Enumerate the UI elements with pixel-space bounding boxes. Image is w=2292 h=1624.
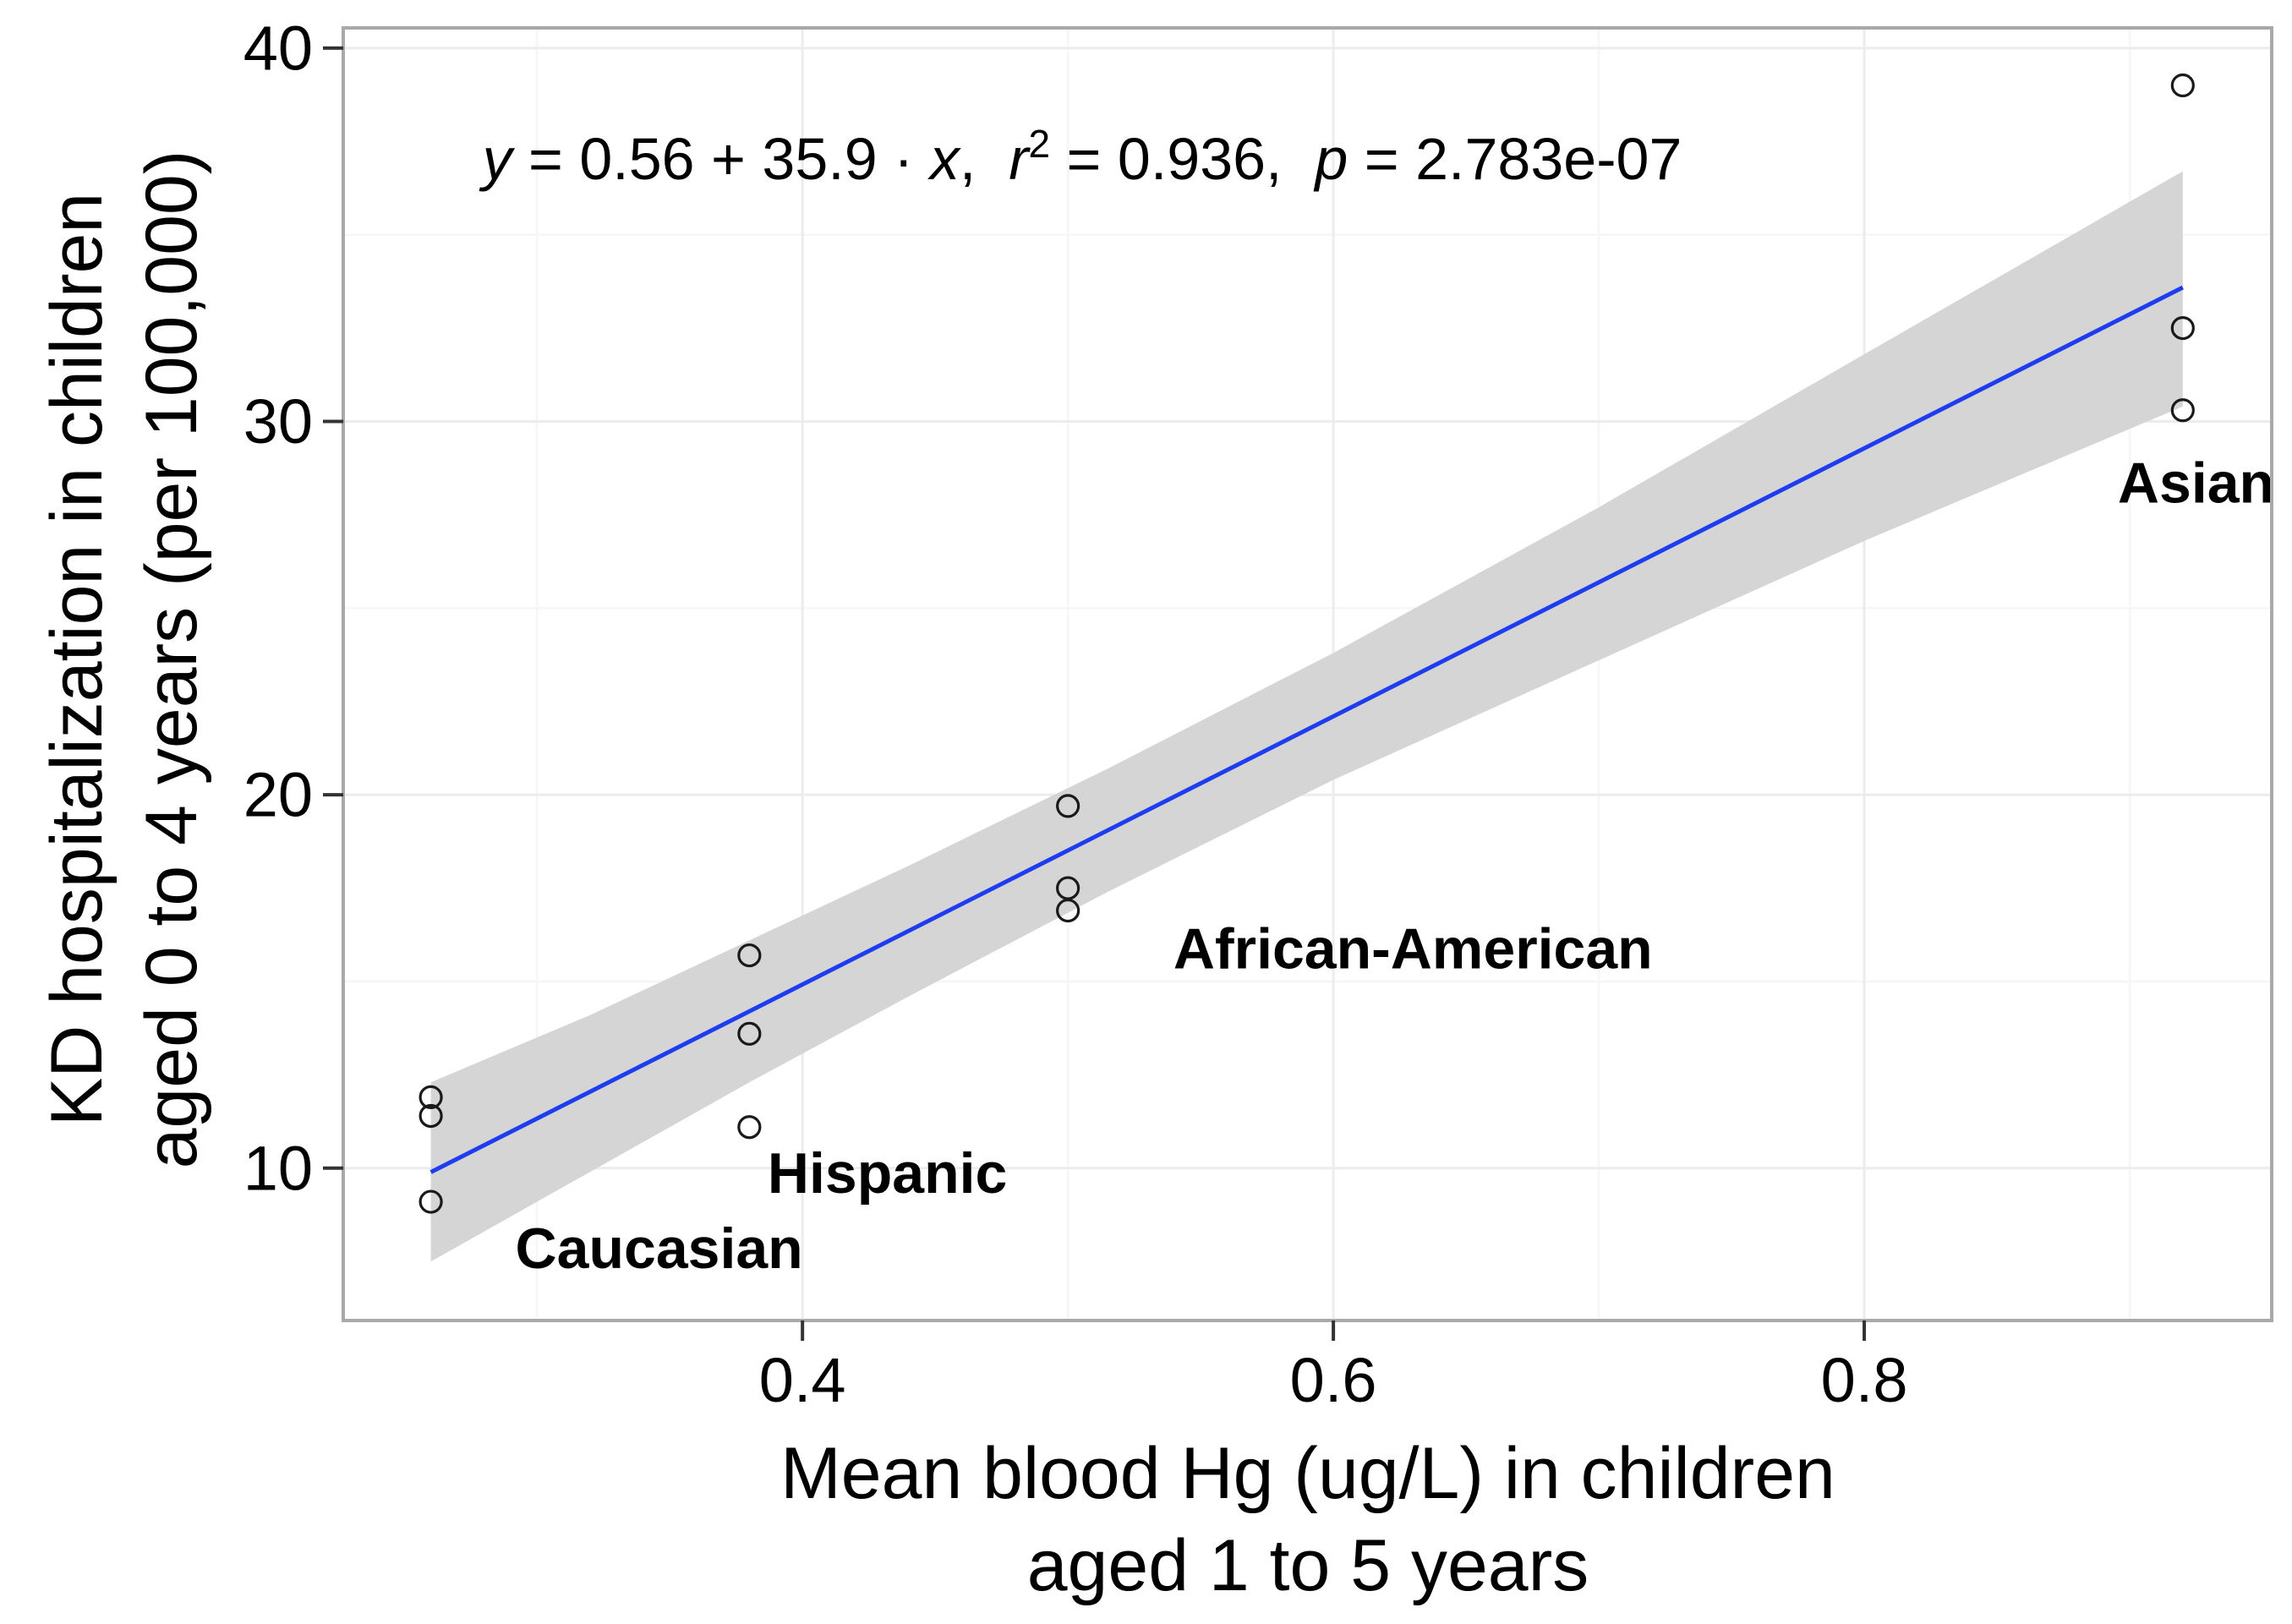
x-axis: 0.4 0.6 0.8 Mean blood Hg (ug/L) in childr… <box>759 1321 1908 1606</box>
data-point <box>737 1021 762 1046</box>
equation-r-superscript: 2 <box>1029 122 1051 166</box>
data-point <box>418 1189 443 1214</box>
data-point <box>1056 898 1080 923</box>
data-point <box>418 1085 443 1109</box>
group-label-african-american: African-American <box>1173 917 1653 982</box>
plot-border <box>342 26 2273 1322</box>
data-point <box>2170 315 2195 341</box>
data-point <box>418 1103 443 1129</box>
equation-seg4: = 2.783e-07 <box>1348 126 1682 192</box>
x-tick-label: 0.6 <box>1290 1345 1377 1415</box>
equation-y-var: y <box>479 126 516 192</box>
x-tick-label: 0.4 <box>759 1345 846 1415</box>
data-point <box>2170 73 2195 98</box>
regression-line <box>429 285 2184 1174</box>
x-tick-marks <box>801 1321 1867 1341</box>
confidence-band <box>430 171 2183 1262</box>
equation-annotation: y = 0.56 + 35.9 · x, r2 = 0.936, p = 2.7… <box>479 122 1682 192</box>
y-tick-label: 30 <box>243 386 313 457</box>
y-axis-title-line2: aged 0 to 4 years (per 100,000) <box>131 150 212 1169</box>
data-point <box>737 943 762 968</box>
equation-seg2: , <box>960 126 1009 192</box>
group-label-hispanic: Hispanic <box>768 1141 1007 1206</box>
x-axis-title-line2: aged 1 to 5 years <box>1027 1525 1589 1606</box>
x-tick-label: 0.8 <box>1821 1345 1908 1415</box>
data-point <box>1056 794 1080 818</box>
y-axis-title-line1: KD hospitalization in children <box>36 193 118 1126</box>
y-tick-label: 10 <box>243 1133 313 1203</box>
group-label-asian: Asian <box>2118 451 2274 515</box>
equation-r-var: r <box>1009 126 1031 192</box>
x-tick-labels: 0.4 0.6 0.8 <box>759 1345 1908 1415</box>
equation-seg1: = 0.56 + 35.9 · <box>512 126 930 192</box>
data-point <box>737 1115 762 1140</box>
y-tick-label: 20 <box>243 760 313 830</box>
major-gridlines <box>343 28 2272 1321</box>
equation-p-var: p <box>1313 126 1348 192</box>
equation-seg3: = 0.936, <box>1050 126 1315 192</box>
plot-area: Caucasian Hispanic African-American Asian y… <box>342 26 2275 1322</box>
equation-x-var: x <box>927 126 962 192</box>
y-tick-label: 40 <box>243 13 313 83</box>
data-points <box>418 73 2195 1214</box>
group-label-caucasian: Caucasian <box>516 1217 803 1281</box>
y-tick-marks <box>323 46 343 1170</box>
y-tick-labels: 10 20 30 40 <box>243 13 313 1203</box>
x-axis-title-line1: Mean blood Hg (ug/L) in children <box>780 1433 1835 1514</box>
group-labels: Caucasian Hispanic African-American Asian <box>516 451 2275 1280</box>
data-point <box>2170 398 2195 423</box>
